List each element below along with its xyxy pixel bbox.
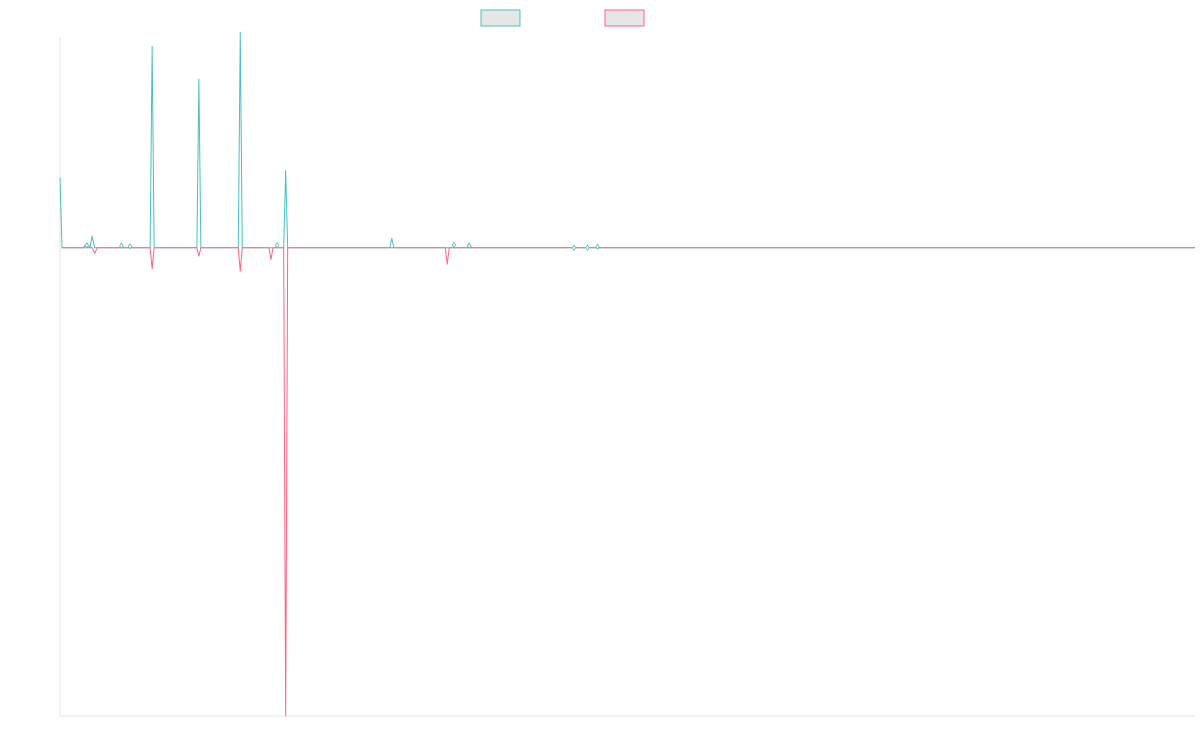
series-line-1 <box>59 31 1195 249</box>
data-point-marker <box>119 242 124 250</box>
data-point-marker <box>585 244 590 251</box>
data-point-marker <box>84 242 89 249</box>
data-point-marker <box>127 243 133 250</box>
data-point-marker <box>571 244 577 251</box>
series-line-2 <box>62 247 1195 717</box>
data-point-marker <box>274 242 280 249</box>
marker-layer <box>84 241 600 251</box>
series-layer <box>59 31 1195 717</box>
axes <box>59 37 1195 717</box>
legend-swatch-2[interactable] <box>604 9 645 27</box>
legend[interactable] <box>480 9 645 27</box>
data-point-marker <box>467 242 472 250</box>
data-point-marker <box>595 243 600 250</box>
legend-swatch-1[interactable] <box>480 9 521 27</box>
data-point-marker <box>451 241 457 249</box>
